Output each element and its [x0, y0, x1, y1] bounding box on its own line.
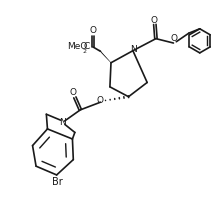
Text: O: O: [69, 88, 76, 97]
Text: N: N: [59, 118, 66, 127]
Text: O: O: [170, 34, 177, 43]
Text: MeO: MeO: [67, 42, 87, 51]
Text: O: O: [89, 26, 97, 35]
Polygon shape: [99, 50, 111, 63]
Text: N: N: [130, 45, 137, 54]
Text: O: O: [97, 96, 103, 105]
Text: Br: Br: [52, 177, 63, 187]
Text: 2: 2: [83, 49, 87, 54]
Text: O: O: [150, 16, 157, 25]
Text: C: C: [83, 42, 90, 51]
